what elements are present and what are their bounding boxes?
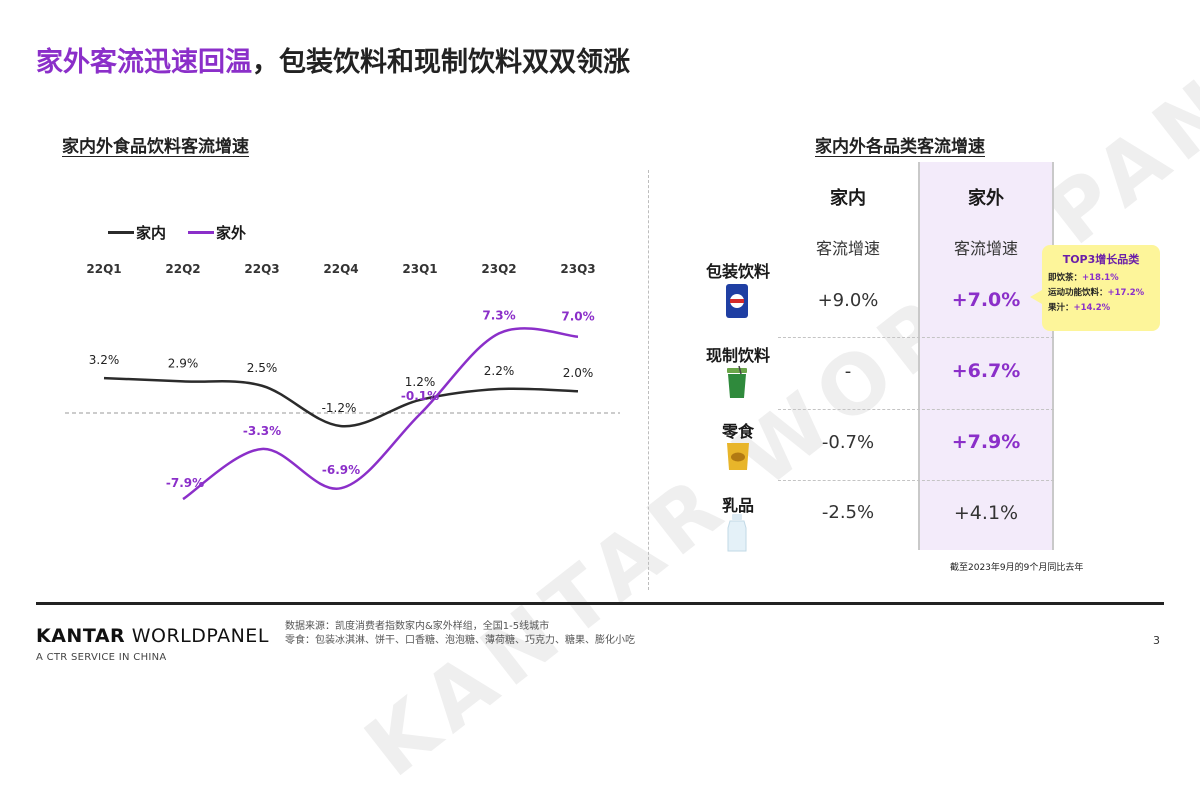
data-label: 3.2% (89, 353, 120, 367)
col-head-away: 家外 (968, 188, 1004, 209)
callout-item: 运动功能饮料：+17.2% (1048, 286, 1154, 301)
away-column-highlight (918, 162, 1054, 550)
section-divider (648, 170, 649, 590)
series-line-away (182, 327, 579, 501)
row-value-away-dairy: +4.1% (953, 502, 1019, 524)
brand-logo: KANTAR WORLDPANEL (36, 625, 269, 647)
x-tick-label: 22Q3 (244, 262, 279, 276)
callout-item-name: 即饮茶： (1048, 273, 1083, 283)
source-line: 零食：包装冰淇淋、饼干、口香糖、泡泡糖、薄荷糖、巧克力、糖果、膨化小吃 (285, 635, 635, 646)
brand-rest: WORLDPANEL (125, 625, 269, 647)
milk-bottle-icon (727, 514, 747, 552)
page-number: 3 (1153, 634, 1160, 647)
x-tick-label: 22Q2 (165, 262, 200, 276)
chart-title: 家内外食品饮料客流增速 (62, 137, 249, 157)
data-label: 7.0% (561, 310, 594, 324)
data-label: 7.3% (482, 308, 515, 322)
callout-item: 即饮茶：+18.1% (1048, 271, 1154, 286)
footer-divider (36, 602, 1164, 605)
brand-subtitle: A CTR SERVICE IN CHINA (36, 652, 167, 663)
data-label: -7.9% (166, 476, 204, 490)
fresh-drink-cup-icon (727, 366, 747, 398)
callout-title: TOP3增长品类 (1062, 253, 1140, 266)
row-value-away-packaged-drinks: +7.0% (951, 289, 1021, 311)
source-line: 数据来源：凯度消费者指数家内&家外样组，全国1-5线城市 (285, 621, 550, 632)
page-title-accent: 家外客流迅速回温 (36, 47, 252, 78)
row-divider (778, 409, 1054, 410)
x-tick-label: 23Q2 (481, 262, 516, 276)
row-divider (778, 337, 1054, 338)
data-label: -0.1% (401, 389, 439, 403)
row-label-snacks: 零食 (721, 422, 754, 441)
legend-label-away: 家外 (216, 224, 247, 242)
category-table: 家内 家外 客流增速 客流增速 包装饮料 +9.0% +7.0% 现制饮料 - … (680, 162, 1060, 554)
data-label: -6.9% (322, 463, 360, 477)
source-note: 数据来源：凯度消费者指数家内&家外样组，全国1-5线城市 零食：包装冰淇淋、饼干… (285, 620, 635, 648)
legend-swatch-away (188, 231, 215, 234)
brand-bold: KANTAR (36, 625, 126, 647)
row-value-home-snacks: -0.7% (821, 432, 875, 453)
x-tick-label: 23Q1 (402, 262, 437, 276)
row-value-home-fresh-drinks: - (844, 361, 852, 382)
table-note: 截至2023年9月的9个月同比去年 (950, 563, 1084, 573)
legend-item-away: 家外 (188, 222, 246, 243)
data-label: -3.3% (243, 424, 281, 438)
page-title: 家外客流迅速回温，包装饮料和现制饮料双双领涨 (36, 40, 630, 79)
data-label: 2.9% (168, 356, 199, 370)
callout-item-name: 运动功能饮料： (1048, 288, 1108, 298)
row-label-dairy: 乳品 (721, 496, 754, 515)
callout-item: 果汁：+14.2% (1048, 301, 1154, 316)
callout-item-name: 果汁： (1048, 303, 1074, 313)
x-tick-label: 23Q3 (560, 262, 595, 276)
table-title: 家内外各品类客流增速 (815, 137, 985, 157)
callout-item-value: +18.1% (1082, 273, 1119, 283)
line-chart: 22Q1 22Q2 22Q3 22Q4 23Q1 23Q2 23Q3 3.2% 2.9% 2.5%… (65, 262, 620, 501)
snack-bag-icon (727, 443, 749, 470)
col-sub-away: 客流增速 (953, 239, 1018, 258)
x-tick-label: 22Q1 (86, 262, 121, 276)
packaged-drink-can-icon (726, 284, 748, 318)
legend-item-home: 家内 (108, 222, 166, 243)
data-label: 2.5% (247, 361, 278, 375)
legend-swatch-home (108, 231, 134, 234)
row-value-away-fresh-drinks: +6.7% (951, 360, 1021, 382)
top3-callout: TOP3增长品类 即饮茶：+18.1% 运动功能饮料：+17.2% 果汁：+14… (1030, 245, 1160, 331)
legend-label-home: 家内 (136, 224, 167, 242)
data-label: 2.2% (484, 364, 515, 378)
col-head-home: 家内 (830, 188, 866, 209)
row-label-fresh-drinks: 现制饮料 (705, 346, 770, 365)
x-tick-label: 22Q4 (323, 262, 358, 276)
row-label-packaged-drinks: 包装饮料 (705, 262, 770, 281)
callout-item-value: +17.2% (1107, 288, 1145, 298)
row-value-home-packaged-drinks: +9.0% (817, 290, 879, 311)
data-label: 1.2% (405, 375, 436, 389)
data-label: 2.0% (563, 366, 594, 380)
row-divider (778, 480, 1054, 481)
data-label: -1.2% (322, 401, 357, 415)
row-value-away-snacks: +7.9% (951, 431, 1021, 453)
chart-legend: 家内 家外 (108, 222, 246, 243)
row-value-home-dairy: -2.5% (821, 502, 875, 523)
page-title-rest: ，包装饮料和现制饮料双双领涨 (252, 47, 630, 78)
callout-item-value: +14.2% (1073, 303, 1111, 313)
series-line-home (103, 376, 579, 428)
col-sub-home: 客流增速 (815, 239, 880, 258)
